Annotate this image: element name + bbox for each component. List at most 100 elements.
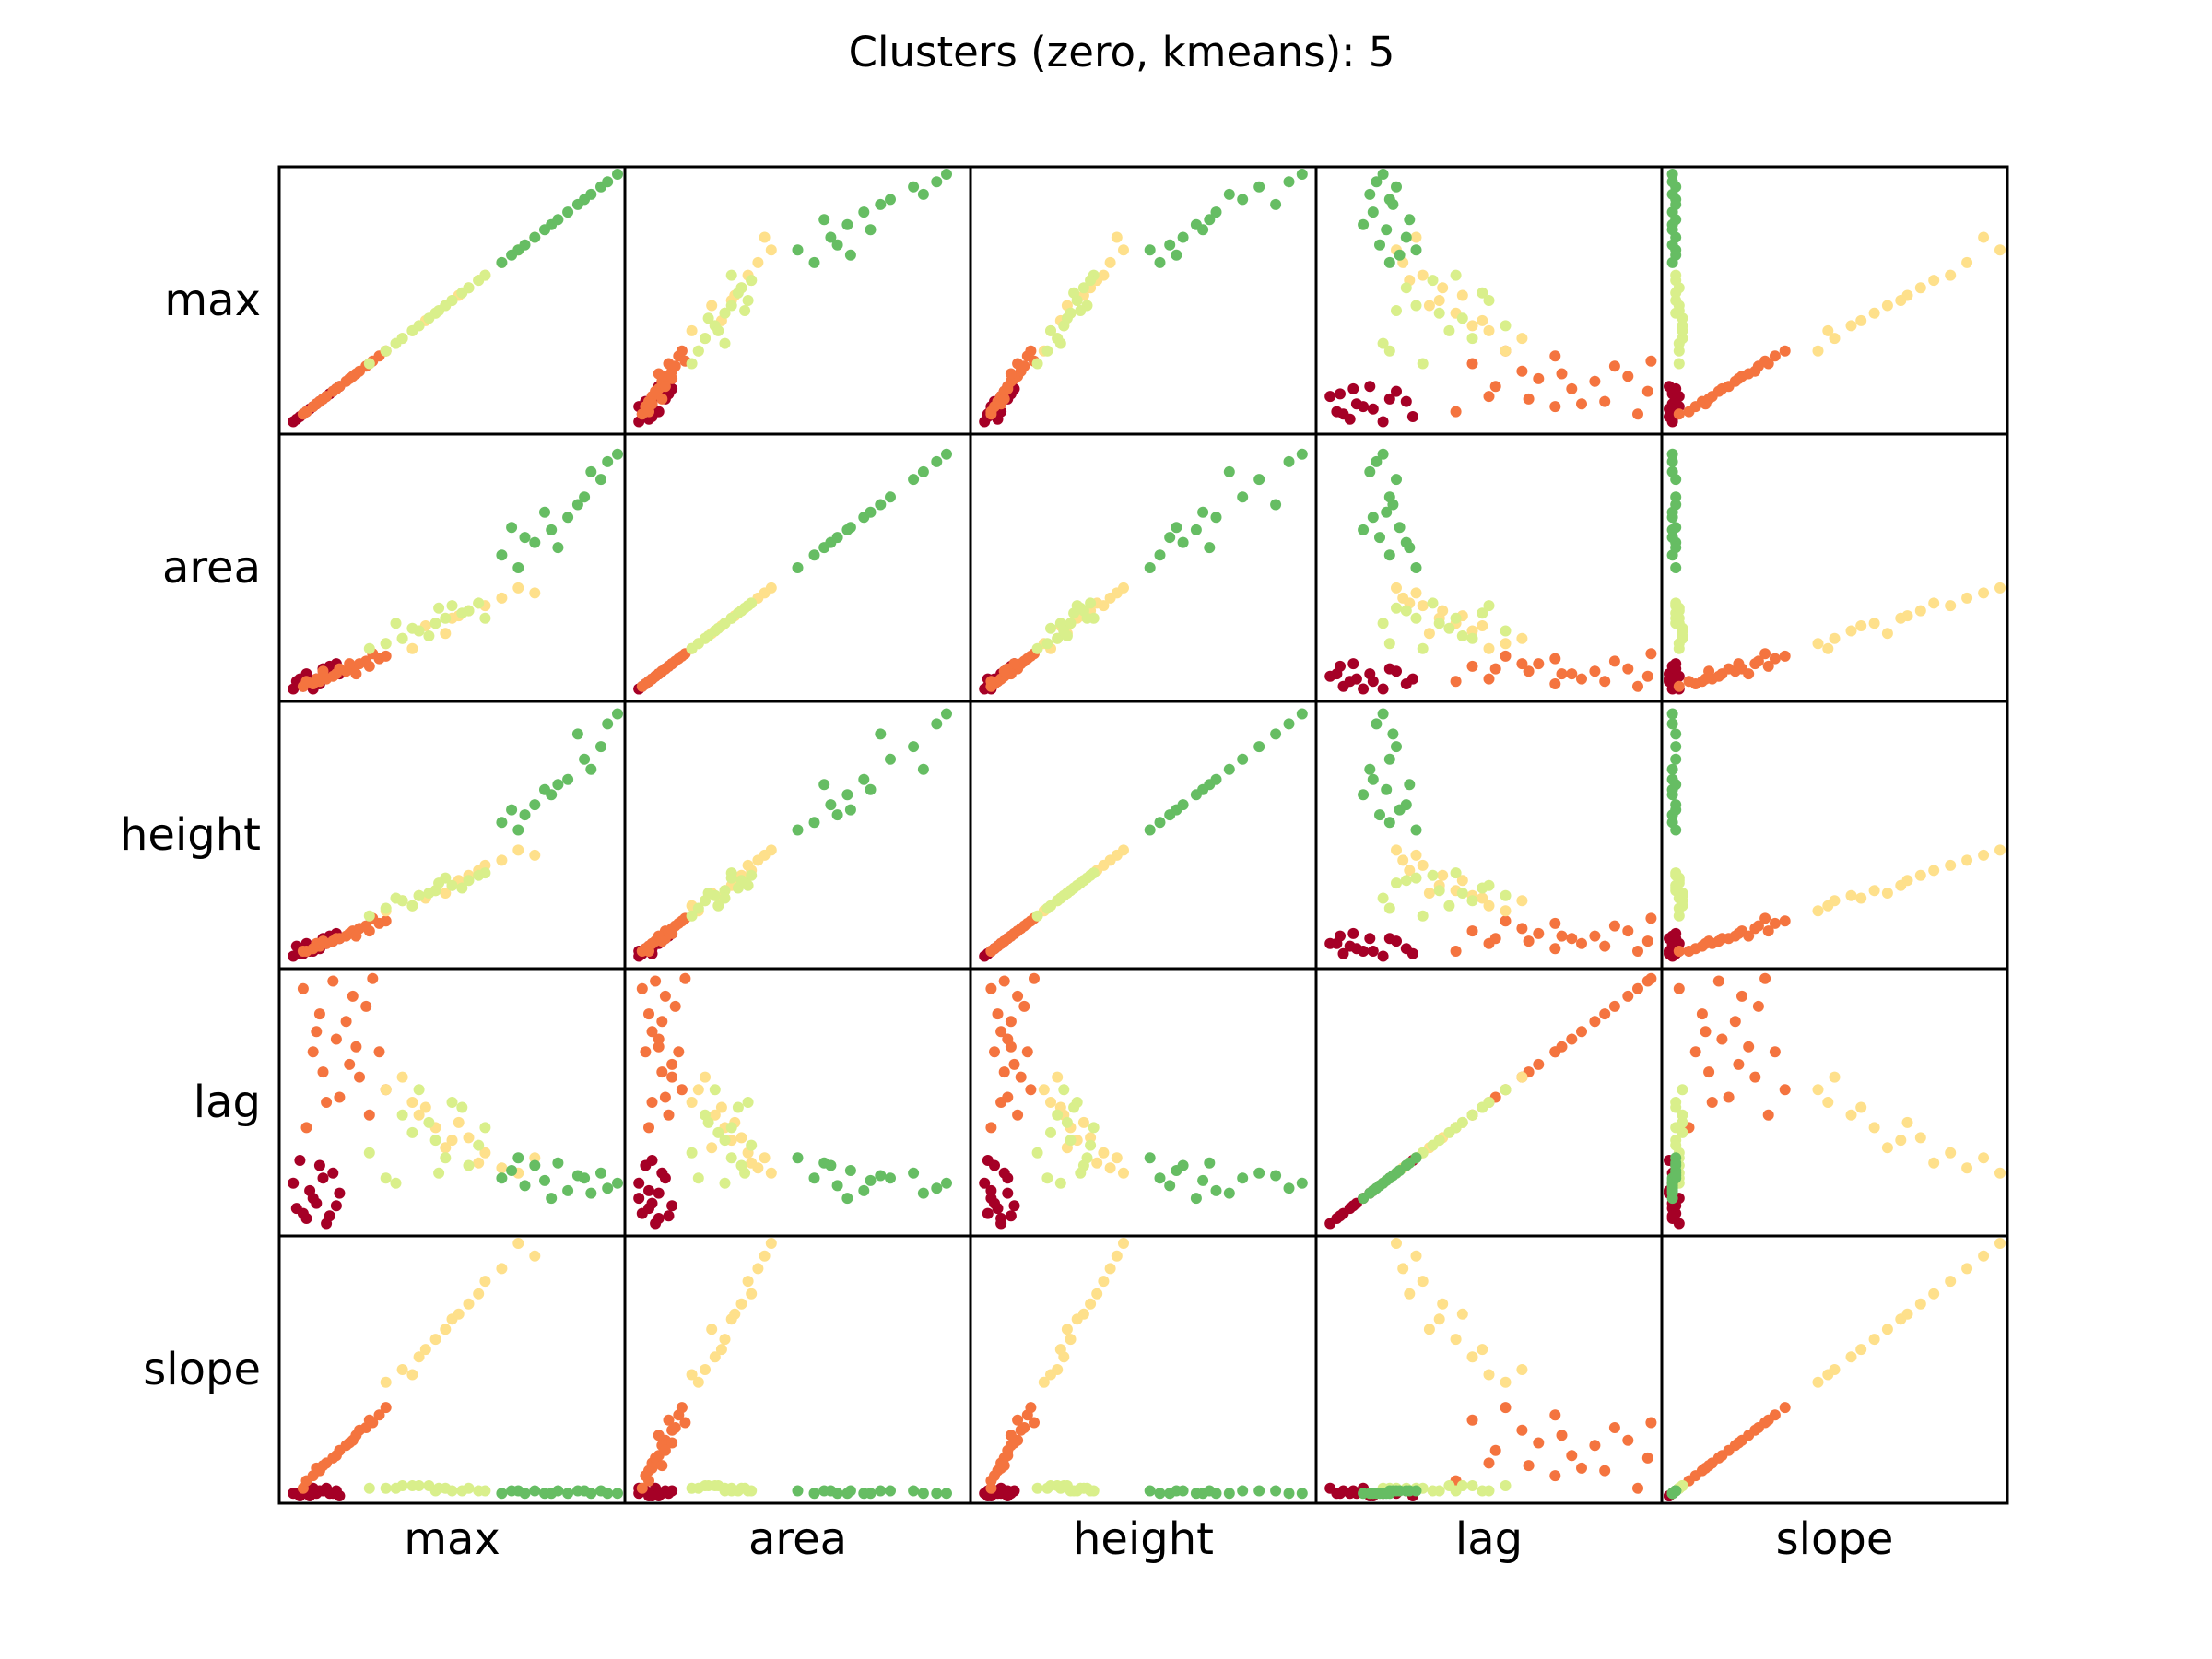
data-point-cluster-1: [317, 393, 329, 405]
data-point-cluster-1: [1645, 648, 1657, 660]
data-point-cluster-0: [643, 1184, 654, 1196]
data-point-cluster-3: [1058, 1084, 1070, 1096]
data-point-cluster-4: [546, 1193, 558, 1205]
data-point-cluster-1: [1549, 678, 1561, 689]
data-point-cluster-1: [334, 1091, 346, 1103]
data-point-cluster-3: [1673, 337, 1685, 349]
data-point-cluster-2: [446, 1135, 458, 1147]
data-point-cluster-2: [1961, 256, 1973, 268]
data-point-cluster-4: [1394, 804, 1406, 816]
data-point-cluster-1: [676, 1402, 688, 1414]
data-point-cluster-2: [1477, 1344, 1488, 1356]
data-point-cluster-3: [1031, 1482, 1043, 1494]
data-point-cluster-1: [1005, 1430, 1017, 1441]
data-point-cluster-4: [831, 239, 843, 251]
data-point-cluster-4: [1391, 474, 1402, 486]
data-point-cluster-4: [612, 1177, 623, 1189]
data-point-cluster-4: [1371, 1488, 1382, 1500]
data-point-cluster-1: [344, 1058, 356, 1070]
data-point-cluster-3: [1477, 607, 1488, 619]
data-point-cluster-2: [1928, 275, 1940, 287]
data-point-cluster-4: [612, 169, 623, 180]
data-point-cluster-4: [1296, 448, 1308, 460]
data-point-cluster-1: [650, 975, 662, 987]
data-point-cluster-4: [831, 1488, 843, 1500]
data-point-cluster-4: [612, 708, 623, 720]
data-point-cluster-3: [473, 1485, 485, 1497]
data-point-cluster-4: [1404, 779, 1416, 791]
data-point-cluster-1: [1632, 680, 1643, 692]
data-point-cluster-1: [985, 1475, 997, 1487]
data-point-cluster-1: [344, 1437, 356, 1449]
data-point-cluster-1: [659, 381, 671, 393]
data-point-cluster-0: [1406, 947, 1418, 959]
data-point-cluster-1: [669, 360, 681, 372]
data-point-cluster-4: [519, 1488, 531, 1500]
data-point-cluster-1: [666, 1058, 678, 1070]
data-point-cluster-4: [1666, 532, 1678, 544]
data-point-cluster-4: [1164, 239, 1176, 251]
data-point-cluster-1: [985, 982, 997, 994]
data-point-cluster-0: [290, 1203, 302, 1215]
data-point-cluster-4: [562, 1184, 574, 1196]
data-point-cluster-1: [317, 935, 329, 947]
data-point-cluster-2: [1516, 895, 1528, 907]
data-point-cluster-1: [1759, 972, 1771, 984]
data-point-cluster-2: [1456, 1308, 1468, 1320]
data-point-cluster-1: [1683, 406, 1695, 418]
data-point-cluster-4: [1374, 809, 1385, 821]
data-point-cluster-4: [1144, 562, 1156, 573]
data-point-cluster-1: [1466, 925, 1478, 937]
column-label-max: max: [404, 1513, 500, 1565]
data-point-cluster-1: [995, 1026, 1007, 1038]
data-point-cluster-2: [1812, 1084, 1824, 1096]
data-point-cluster-4: [792, 562, 804, 573]
data-point-cluster-1: [643, 1008, 654, 1020]
data-point-cluster-1: [340, 1016, 352, 1028]
data-point-cluster-4: [931, 455, 943, 467]
data-point-cluster-2: [1391, 582, 1402, 594]
data-point-cluster-3: [1427, 275, 1439, 287]
panel-height-vs-lag: [1314, 700, 1664, 971]
data-point-cluster-4: [562, 206, 574, 218]
data-point-cluster-3: [739, 602, 751, 614]
data-point-cluster-2: [413, 1109, 425, 1121]
data-point-cluster-3: [1041, 638, 1053, 650]
data-point-cluster-3: [406, 622, 418, 634]
data-point-cluster-1: [1012, 1414, 1024, 1426]
data-point-cluster-3: [692, 638, 704, 650]
data-point-cluster-1: [1696, 1008, 1708, 1020]
data-point-cluster-2: [1397, 1263, 1409, 1275]
data-point-cluster-4: [1404, 214, 1416, 226]
data-point-cluster-2: [1855, 1344, 1867, 1356]
data-point-cluster-2: [1410, 587, 1422, 599]
data-point-cluster-2: [1466, 320, 1478, 332]
data-point-cluster-4: [908, 474, 920, 486]
data-point-cluster-3: [380, 638, 392, 650]
column-label-area: area: [748, 1513, 847, 1565]
data-point-cluster-2: [1091, 1157, 1103, 1169]
data-point-cluster-4: [1367, 773, 1379, 785]
data-point-cluster-2: [1111, 1152, 1123, 1164]
data-point-cluster-4: [1197, 224, 1209, 236]
data-point-cluster-1: [1608, 360, 1620, 372]
data-point-cluster-4: [1670, 562, 1682, 573]
data-point-cluster-4: [1670, 542, 1682, 554]
data-point-cluster-2: [1423, 300, 1435, 312]
data-point-cluster-2: [1881, 1324, 1893, 1335]
data-point-cluster-2: [1038, 1084, 1050, 1096]
data-point-cluster-2: [1483, 642, 1495, 654]
data-point-cluster-3: [413, 889, 425, 901]
data-point-cluster-2: [709, 1109, 721, 1121]
data-point-cluster-3: [440, 1152, 452, 1164]
data-point-cluster-4: [908, 181, 920, 193]
data-point-cluster-3: [363, 910, 375, 922]
data-point-cluster-3: [1391, 877, 1402, 889]
data-point-cluster-3: [1075, 1167, 1087, 1179]
data-point-cluster-1: [1029, 972, 1040, 984]
data-point-cluster-3: [686, 358, 698, 370]
data-point-cluster-1: [1483, 391, 1495, 403]
data-point-cluster-3: [396, 1109, 408, 1121]
data-point-cluster-4: [1377, 708, 1389, 720]
data-point-cluster-1: [650, 385, 662, 397]
